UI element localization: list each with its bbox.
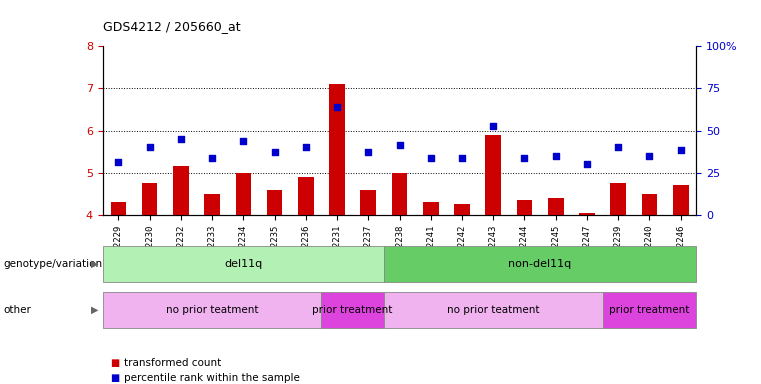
Bar — [298, 177, 314, 215]
Bar — [235, 173, 251, 215]
Bar — [361, 190, 376, 215]
Point — [549, 153, 562, 159]
Bar — [579, 213, 595, 215]
Point — [518, 155, 530, 161]
Text: ■: ■ — [110, 358, 119, 368]
Point — [674, 146, 686, 152]
Bar — [673, 185, 689, 215]
Bar — [173, 167, 189, 215]
Point — [237, 138, 250, 144]
Text: prior treatment: prior treatment — [313, 305, 393, 315]
Bar — [204, 194, 220, 215]
Point — [175, 136, 187, 142]
Bar — [642, 194, 658, 215]
Text: del11q: del11q — [224, 259, 263, 269]
Point — [206, 155, 218, 161]
Bar — [548, 198, 564, 215]
Bar — [454, 204, 470, 215]
Point — [269, 149, 281, 155]
Text: ▶: ▶ — [91, 305, 99, 315]
Bar — [392, 173, 407, 215]
Point — [144, 144, 156, 151]
Point — [331, 104, 343, 111]
Text: genotype/variation: genotype/variation — [4, 259, 103, 269]
Point — [425, 155, 437, 161]
Bar — [110, 202, 126, 215]
Point — [612, 144, 624, 151]
Point — [581, 161, 593, 167]
Bar — [423, 202, 438, 215]
Bar — [330, 84, 345, 215]
Text: no prior teatment: no prior teatment — [447, 305, 540, 315]
Point — [393, 142, 406, 148]
Bar — [517, 200, 532, 215]
Bar — [142, 184, 158, 215]
Point — [113, 159, 125, 165]
Bar — [486, 135, 501, 215]
Text: prior treatment: prior treatment — [610, 305, 689, 315]
Text: other: other — [4, 305, 32, 315]
Point — [300, 144, 312, 151]
Text: non-del11q: non-del11q — [508, 259, 572, 269]
Point — [456, 155, 468, 161]
Text: ▶: ▶ — [91, 259, 99, 269]
Point — [487, 123, 499, 129]
Text: percentile rank within the sample: percentile rank within the sample — [124, 373, 300, 383]
Text: transformed count: transformed count — [124, 358, 221, 368]
Text: ■: ■ — [110, 373, 119, 383]
Point — [362, 149, 374, 155]
Bar — [610, 184, 626, 215]
Text: GDS4212 / 205660_at: GDS4212 / 205660_at — [103, 20, 240, 33]
Text: no prior teatment: no prior teatment — [166, 305, 258, 315]
Bar — [267, 190, 282, 215]
Point — [643, 153, 655, 159]
